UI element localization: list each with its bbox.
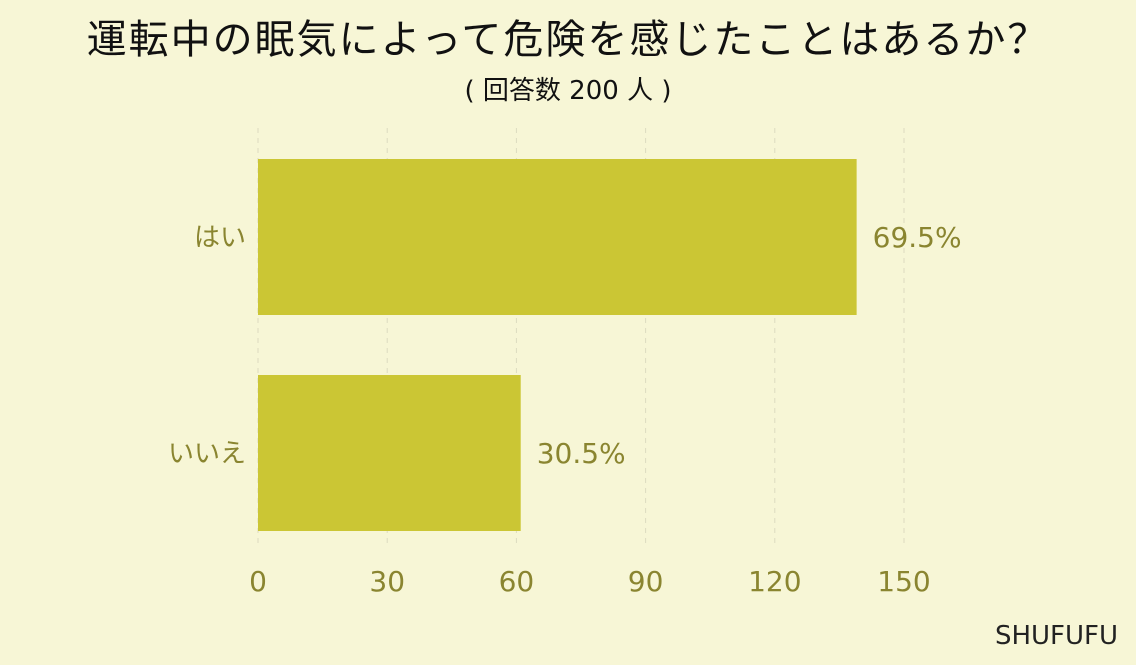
category-label: いいえ bbox=[168, 439, 246, 469]
bar bbox=[258, 159, 857, 315]
chart-title: 運転中の眠気によって危険を感じたことはあるか？ bbox=[86, 17, 1050, 63]
x-tick-label: 150 bbox=[877, 565, 930, 598]
x-tick-label: 60 bbox=[499, 565, 535, 598]
category-label: はい bbox=[194, 223, 246, 253]
brand-logo: SHUFUFU bbox=[994, 621, 1118, 651]
bars bbox=[258, 159, 857, 531]
chart-subtitle: ( 回答数 200 人 ) bbox=[464, 76, 672, 106]
x-tick-label: 30 bbox=[369, 565, 405, 598]
value-label: 30.5% bbox=[537, 437, 626, 470]
value-label: 69.5% bbox=[873, 221, 962, 254]
labels: 0 30 60 90 120 150 はい 69.5% いいえ 30.5% bbox=[168, 221, 962, 598]
x-tick-label: 120 bbox=[748, 565, 801, 598]
bar bbox=[258, 375, 521, 531]
x-tick-label: 90 bbox=[628, 565, 664, 598]
x-tick-label: 0 bbox=[249, 565, 267, 598]
